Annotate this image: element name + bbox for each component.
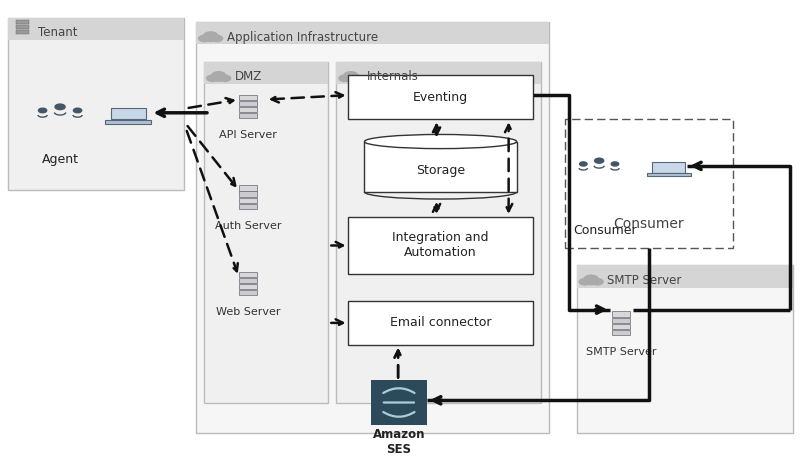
Text: SMTP Server: SMTP Server <box>607 274 682 287</box>
FancyBboxPatch shape <box>239 101 257 106</box>
Circle shape <box>199 35 210 42</box>
Ellipse shape <box>364 134 517 149</box>
FancyBboxPatch shape <box>348 75 533 119</box>
FancyBboxPatch shape <box>371 381 427 425</box>
FancyBboxPatch shape <box>652 162 686 173</box>
Circle shape <box>352 75 363 81</box>
Circle shape <box>586 279 597 285</box>
Circle shape <box>592 279 603 285</box>
FancyBboxPatch shape <box>364 141 517 192</box>
FancyBboxPatch shape <box>612 312 630 317</box>
Text: Tenant: Tenant <box>38 26 78 39</box>
Circle shape <box>211 35 223 42</box>
FancyBboxPatch shape <box>336 62 541 403</box>
Circle shape <box>38 108 46 113</box>
Circle shape <box>203 32 218 39</box>
Text: Integration and
Automation: Integration and Automation <box>392 231 489 259</box>
Text: Agent: Agent <box>42 152 78 166</box>
FancyBboxPatch shape <box>239 113 257 118</box>
FancyBboxPatch shape <box>336 62 541 84</box>
FancyBboxPatch shape <box>8 18 184 40</box>
Circle shape <box>219 75 231 81</box>
FancyBboxPatch shape <box>16 25 29 29</box>
Text: Consumer: Consumer <box>573 224 637 237</box>
FancyBboxPatch shape <box>105 120 151 123</box>
Circle shape <box>611 162 618 166</box>
FancyBboxPatch shape <box>239 191 257 197</box>
FancyBboxPatch shape <box>577 265 793 433</box>
FancyBboxPatch shape <box>239 284 257 289</box>
FancyBboxPatch shape <box>239 197 257 203</box>
FancyBboxPatch shape <box>239 107 257 112</box>
Text: Internals: Internals <box>367 71 419 84</box>
Text: Auth Server: Auth Server <box>215 221 282 231</box>
Circle shape <box>213 75 224 81</box>
Text: Application Infrastructure: Application Infrastructure <box>227 31 378 44</box>
FancyBboxPatch shape <box>239 278 257 283</box>
FancyBboxPatch shape <box>239 272 257 277</box>
FancyBboxPatch shape <box>16 30 29 34</box>
Text: SMTP Server: SMTP Server <box>586 347 656 357</box>
FancyBboxPatch shape <box>612 324 630 329</box>
Text: API Server: API Server <box>219 130 277 140</box>
FancyBboxPatch shape <box>196 22 549 433</box>
FancyBboxPatch shape <box>8 18 184 190</box>
FancyBboxPatch shape <box>348 301 533 345</box>
FancyBboxPatch shape <box>196 22 549 44</box>
Text: Amazon
SES: Amazon SES <box>372 428 425 456</box>
Text: Storage: Storage <box>416 164 465 177</box>
FancyBboxPatch shape <box>612 318 630 323</box>
FancyBboxPatch shape <box>239 185 257 191</box>
Circle shape <box>584 275 598 283</box>
Text: Eventing: Eventing <box>413 91 468 104</box>
Circle shape <box>55 104 65 110</box>
Circle shape <box>207 75 218 81</box>
Circle shape <box>205 35 216 41</box>
Circle shape <box>594 158 604 163</box>
FancyBboxPatch shape <box>111 108 146 119</box>
FancyBboxPatch shape <box>348 217 533 274</box>
FancyBboxPatch shape <box>577 265 793 287</box>
Circle shape <box>345 75 356 81</box>
FancyBboxPatch shape <box>239 95 257 100</box>
Circle shape <box>339 75 350 81</box>
Circle shape <box>211 72 226 79</box>
Circle shape <box>344 72 358 79</box>
FancyBboxPatch shape <box>204 62 328 403</box>
FancyBboxPatch shape <box>647 173 690 176</box>
Circle shape <box>580 162 587 166</box>
FancyBboxPatch shape <box>239 290 257 295</box>
FancyBboxPatch shape <box>612 330 630 335</box>
FancyBboxPatch shape <box>204 62 328 84</box>
FancyBboxPatch shape <box>565 119 733 248</box>
Circle shape <box>579 279 590 285</box>
Text: Email connector: Email connector <box>390 316 491 330</box>
FancyBboxPatch shape <box>239 204 257 209</box>
Circle shape <box>74 108 82 113</box>
Text: DMZ: DMZ <box>235 71 262 84</box>
Text: Web Server: Web Server <box>216 308 280 318</box>
FancyBboxPatch shape <box>16 20 29 24</box>
Text: Consumer: Consumer <box>614 217 684 231</box>
